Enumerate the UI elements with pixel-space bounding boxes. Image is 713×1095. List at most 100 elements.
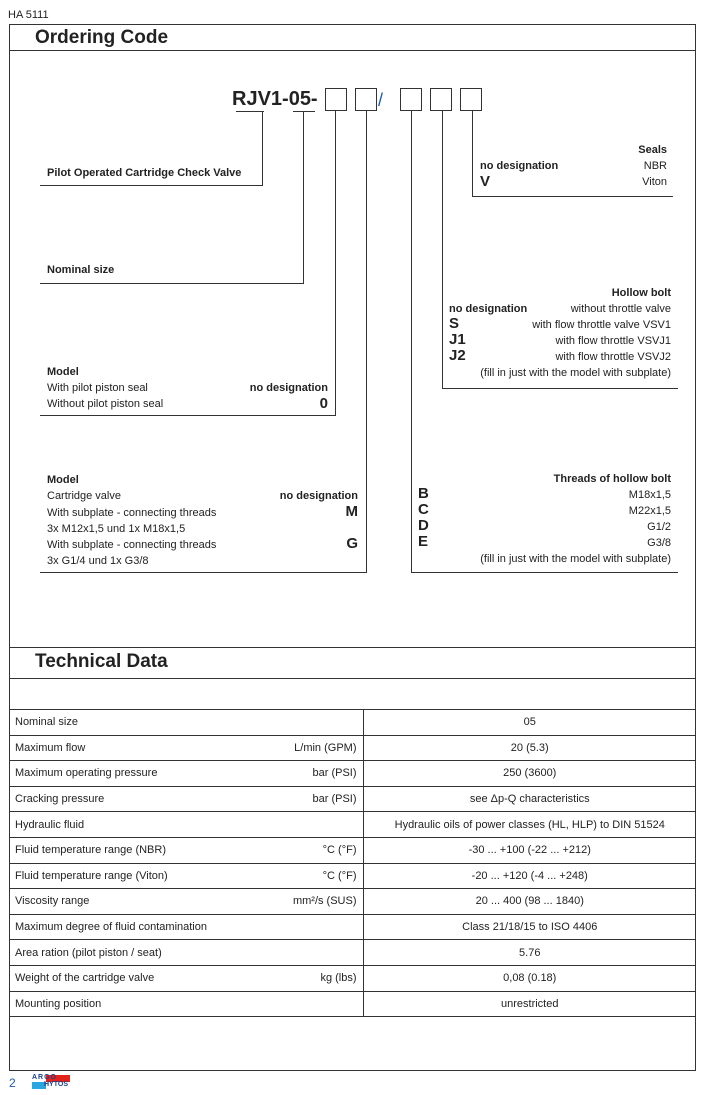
option-code: J1	[449, 331, 466, 348]
option-code: B	[418, 485, 429, 502]
parameter-cell: Maximum degree of fluid contamination	[9, 913, 364, 941]
option-text: Without pilot piston seal	[47, 398, 164, 410]
option-code: S	[449, 315, 460, 332]
parameter-cell: Maximum operating pressure bar (PSI)	[9, 760, 364, 787]
divider	[9, 647, 696, 648]
value-cell: unrestricted	[363, 990, 696, 1018]
document-id: HA 5111	[8, 9, 49, 21]
option-text: G1/2	[647, 521, 671, 533]
parameter-name: Hydraulic fluid	[15, 818, 85, 831]
nominal-label: Nominal size	[47, 264, 115, 276]
table-row: Fluid temperature range (NBR) °C (°F) -30 …	[9, 836, 696, 864]
option-text: G3/8	[647, 537, 671, 549]
value-cell: 05	[363, 709, 696, 736]
option-text: with flow throttle VSVJ2	[555, 351, 671, 363]
table-row: Maximum flow L/min (GPM) 20 (5.3)	[9, 734, 696, 762]
option-text: without throttle valve	[570, 303, 671, 315]
parameter-name: Area ration (pilot piston / seat)	[15, 946, 162, 959]
option-code: J2	[449, 347, 466, 364]
option-text: 3x G1/4 und 1x G3/8	[47, 555, 149, 567]
option-text: with flow throttle VSVJ1	[555, 335, 671, 347]
code-box-5	[460, 88, 482, 111]
value-cell: 20 (5.3)	[363, 734, 696, 762]
option-code: 0	[319, 395, 328, 412]
threads-note: (fill in just with the model with subpla…	[480, 553, 671, 565]
divider	[9, 50, 696, 51]
code-slash: /	[378, 90, 384, 110]
parameter-unit: °C (°F)	[322, 869, 357, 882]
pilot-label: Pilot Operated Cartridge Check Valve	[47, 167, 242, 179]
table-row: Maximum operating pressure bar (PSI) 250 (…	[9, 760, 696, 787]
parameter-name: Fluid temperature range (NBR)	[15, 844, 167, 857]
ordering-title: Ordering Code	[35, 27, 169, 48]
value-cell: 20 ... 400 (98 ... 1840)	[363, 888, 696, 915]
code-box-2	[355, 88, 377, 111]
option-code: no designation	[279, 490, 358, 502]
parameter-name: Maximum operating pressure	[15, 767, 158, 780]
code-box-1	[325, 88, 347, 111]
table-row: Hydraulic fluid Hydraulic oils of power c…	[9, 811, 696, 838]
value-cell: -30 ... +100 (-22 ... +212)	[363, 836, 696, 864]
option-code: D	[418, 517, 429, 534]
parameter-cell: Cracking pressure bar (PSI)	[9, 785, 364, 813]
parameter-unit: bar (PSI)	[312, 793, 357, 806]
hollow-note: (fill in just with the model with subpla…	[480, 367, 671, 379]
parameter-cell: Maximum flow L/min (GPM)	[9, 734, 364, 762]
code-prefix: RJV1-05-	[232, 88, 318, 110]
model-title: Model	[47, 366, 79, 378]
technical-data-table: Nominal size 05 Maximum flow L/min (GPM) 20 …	[9, 709, 696, 1018]
option-text: NBR	[643, 160, 667, 172]
parameter-cell: Mounting position	[9, 990, 364, 1018]
table-row: Fluid temperature range (Viton) °C (°F) -2…	[9, 862, 696, 890]
parameter-name: Nominal size	[15, 716, 78, 729]
option-text: With subplate - connecting threads	[47, 539, 217, 551]
option-code: no designation	[480, 160, 559, 172]
parameter-name: Fluid temperature range (Viton)	[15, 869, 168, 882]
table-row: Viscosity range mm²/s (SUS) 20 ... 400 (98…	[9, 888, 696, 915]
option-code: no designation	[449, 303, 528, 315]
parameter-cell: Fluid temperature range (NBR) °C (°F)	[9, 836, 364, 864]
option-code: G	[346, 535, 358, 552]
option-text: 3x M12x1,5 und 1x M18x1,5	[47, 523, 186, 535]
option-code: M	[345, 503, 359, 520]
option-text: With subplate - connecting threads	[47, 507, 217, 519]
page-frame	[9, 24, 696, 1071]
model-title: Model	[47, 474, 79, 486]
code-box-4	[430, 88, 452, 111]
table-row: Maximum degree of fluid contamination Cla…	[9, 913, 696, 941]
hollow-title: Hollow bolt	[611, 287, 671, 299]
option-code: C	[418, 501, 429, 518]
value-cell: Class 21/18/15 to ISO 4406	[363, 913, 696, 941]
value-cell: 250 (3600)	[363, 760, 696, 787]
option-text: Viton	[642, 176, 667, 188]
threads-title: Threads of hollow bolt	[553, 473, 671, 485]
parameter-unit: mm²/s (SUS)	[292, 895, 357, 908]
table-row: Area ration (pilot piston / seat) 5.76	[9, 939, 696, 966]
value-cell: 0,08 (0.18)	[363, 964, 696, 992]
parameter-cell: Fluid temperature range (Viton) °C (°F)	[9, 862, 364, 890]
option-text: with flow throttle valve VSV1	[532, 319, 671, 331]
divider	[9, 678, 696, 679]
value-cell: see Δp-Q characteristics	[363, 785, 696, 813]
parameter-name: Cracking pressure	[15, 793, 105, 806]
option-text: M22x1,5	[628, 505, 671, 517]
option-code: V	[480, 173, 491, 190]
page-number: 2	[9, 1076, 16, 1090]
value-cell: 5.76	[363, 939, 696, 966]
parameter-name: Maximum degree of fluid contamination	[15, 921, 207, 934]
code-box-3	[400, 88, 422, 111]
parameter-cell: Weight of the cartridge valve kg (lbs)	[9, 964, 364, 992]
table-row: Nominal size 05	[9, 709, 696, 736]
option-text: With pilot piston seal	[47, 382, 148, 394]
seals-title: Seals	[638, 144, 667, 156]
table-row: Cracking pressure bar (PSI) see Δp-Q chara…	[9, 785, 696, 813]
parameter-unit: °C (°F)	[322, 844, 357, 857]
technical-title: Technical Data	[35, 651, 168, 672]
value-cell: -20 ... +120 (-4 ... +248)	[363, 862, 696, 890]
parameter-cell: Hydraulic fluid	[9, 811, 364, 838]
table-row: Mounting position unrestricted	[9, 990, 696, 1018]
parameter-unit: kg (lbs)	[320, 972, 357, 985]
parameter-name: Viscosity range	[15, 895, 90, 908]
argo-hytos-logo: ARGO HYTOS	[32, 1074, 70, 1089]
parameter-name: Maximum flow	[15, 741, 86, 754]
